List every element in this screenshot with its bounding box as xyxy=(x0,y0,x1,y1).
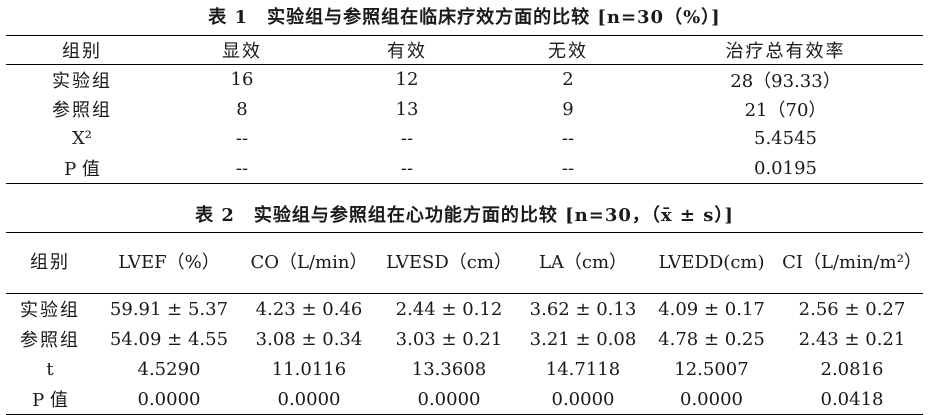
table2-header-cell: LVESD（cm） xyxy=(374,232,524,294)
table2-header-cell: 组别 xyxy=(6,232,94,294)
table-cell: 0.0195 xyxy=(754,157,817,179)
table-cell: 12.5007 xyxy=(674,358,749,380)
table2-header-cell: LVEDD(cm) xyxy=(642,232,781,294)
table-row: 参照组 8 13 9 21（70） xyxy=(6,95,923,125)
table-cell: 4.09 ± 0.17 xyxy=(658,298,765,320)
table-cell: -- xyxy=(561,157,575,179)
table-cell: 14.7118 xyxy=(545,358,621,380)
table1-header-row: 组别 显效 有效 无效 治疗总有效率 xyxy=(6,35,923,65)
table-cell: 实验组 xyxy=(52,70,112,92)
table-cell: 3.03 ± 0.21 xyxy=(395,328,503,350)
table-cell: P 值 xyxy=(32,390,68,411)
table-cell: 4.5290 xyxy=(137,358,201,380)
table1-header-cell: 无效 xyxy=(488,35,648,65)
table2-header-row: 组别 LVEF（%） CO（L/min） LVESD（cm） LA（cm） LV… xyxy=(6,232,923,294)
table-cell: 21（70） xyxy=(744,100,827,122)
table-row: t 4.5290 11.0116 13.3608 14.7118 12.5007… xyxy=(6,354,923,384)
table-cell: 9 xyxy=(562,98,574,120)
table-cell: -- xyxy=(561,128,575,150)
table-cell: 5.4545 xyxy=(754,128,817,150)
table-cell: 2.0816 xyxy=(820,358,884,380)
table-cell: 0.0000 xyxy=(277,388,341,410)
table1-header-cell: 治疗总有效率 xyxy=(648,35,923,65)
table-cell: t xyxy=(46,358,54,380)
table-cell: 54.09 ± 4.55 xyxy=(109,328,229,350)
table1-caption: 表 1 实验组与参照组在临床疗效方面的比较 [n=30（%）] xyxy=(208,7,721,28)
table-cell: 2.43 ± 0.21 xyxy=(798,328,906,350)
table-cell: -- xyxy=(235,157,249,179)
table-cell: 2.44 ± 0.12 xyxy=(395,298,503,320)
table-cell: -- xyxy=(235,128,249,150)
table-cell: -- xyxy=(400,128,414,150)
table2-header-cell: CI（L/min/m²） xyxy=(781,232,923,294)
table1-header-cell: 有效 xyxy=(326,35,488,65)
table1-header-cell: 组别 xyxy=(6,35,158,65)
table-cell: 11.0116 xyxy=(271,358,347,380)
table2-header-cell: LA（cm） xyxy=(524,232,642,294)
table-row: 实验组 16 12 2 28（93.33） xyxy=(6,65,923,95)
table-cell: 16 xyxy=(230,69,254,91)
table-cell: 4.23 ± 0.46 xyxy=(255,298,363,320)
table-cell: 3.08 ± 0.34 xyxy=(255,328,363,350)
table-row: P 值 0.0000 0.0000 0.0000 0.0000 0.0000 0… xyxy=(6,384,923,415)
table-cell: 3.21 ± 0.08 xyxy=(529,328,637,350)
table-cell: 0.0000 xyxy=(417,388,481,410)
table-cell: 参照组 xyxy=(20,330,80,351)
table-row: 实验组 59.91 ± 5.37 4.23 ± 0.46 2.44 ± 0.12… xyxy=(6,294,923,325)
table-cell: 13.3608 xyxy=(411,358,487,380)
table-cell: 0.0000 xyxy=(680,388,743,410)
table-cell: 3.62 ± 0.13 xyxy=(529,298,637,320)
table-cell: 实验组 xyxy=(20,300,80,321)
table-row: 参照组 54.09 ± 4.55 3.08 ± 0.34 3.03 ± 0.21… xyxy=(6,324,923,354)
table-cell: -- xyxy=(400,157,414,179)
table-cell: 0.0000 xyxy=(137,388,201,410)
table-cell: 13 xyxy=(395,98,419,120)
table2-caption: 表 2 实验组与参照组在心功能方面的比较 [n=30，（x̄ ± s）] xyxy=(195,205,734,226)
table2-header-cell: LVEF（%） xyxy=(94,232,244,294)
table-cell: 8 xyxy=(236,98,248,120)
table2-header-cell: CO（L/min） xyxy=(244,232,374,294)
table-cell: X² xyxy=(71,128,93,150)
table-row: P 值 -- -- -- 0.0195 xyxy=(6,154,923,184)
table-cell: P 值 xyxy=(64,159,100,181)
table1-header-cell: 显效 xyxy=(158,35,326,65)
table2: 组别 LVEF（%） CO（L/min） LVESD（cm） LA（cm） LV… xyxy=(6,232,923,415)
table-cell: 2.56 ± 0.27 xyxy=(798,298,906,320)
table-cell: 0.0418 xyxy=(820,388,884,410)
table-cell: 28（93.33） xyxy=(730,70,841,92)
table-cell: 59.91 ± 5.37 xyxy=(109,298,229,320)
table-cell: 0.0000 xyxy=(551,388,615,410)
table-cell: 2 xyxy=(562,69,574,91)
table1: 组别 显效 有效 无效 治疗总有效率 实验组 16 12 2 28（93.33）… xyxy=(6,35,923,184)
table-row: X² -- -- -- 5.4545 xyxy=(6,124,923,154)
table-cell: 参照组 xyxy=(52,100,112,122)
table-cell: 12 xyxy=(395,69,419,91)
table-cell: 4.78 ± 0.25 xyxy=(658,328,765,350)
